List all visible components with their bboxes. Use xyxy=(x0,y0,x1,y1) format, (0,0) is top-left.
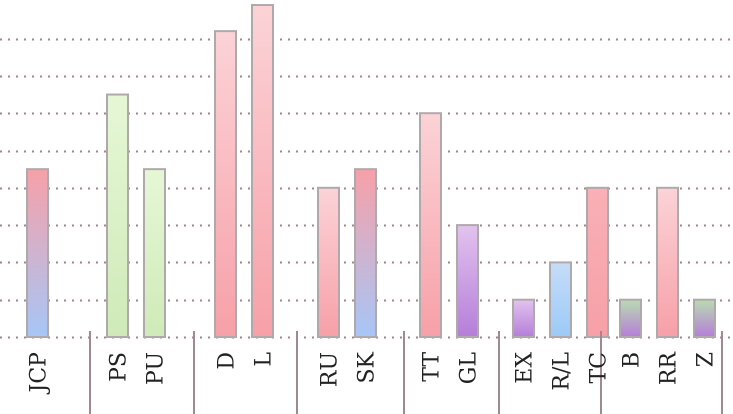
tick-label-b: B xyxy=(620,352,645,368)
tick-label-r-l: R/L xyxy=(550,352,575,391)
tick-label-z: Z xyxy=(694,352,719,367)
tick-label-pu: PU xyxy=(144,352,169,385)
bar-tt xyxy=(419,112,442,338)
tick-label-d: D xyxy=(215,352,240,370)
bar-gl xyxy=(456,224,479,339)
tick-label-ex: EX xyxy=(513,352,538,384)
bar-rr xyxy=(656,186,679,338)
bar-tc xyxy=(586,186,609,338)
tick-label-ps: PS xyxy=(107,352,132,382)
group-separators xyxy=(89,331,723,414)
bar-b xyxy=(619,298,642,339)
tick-label-tc: TC xyxy=(587,352,612,384)
tick-label-l: L xyxy=(252,352,277,367)
tick-label-sk: SK xyxy=(355,351,380,383)
tick-label-rr: RR xyxy=(657,351,682,386)
bar-l xyxy=(251,4,274,339)
bar-r-l xyxy=(549,261,572,338)
bar-d xyxy=(214,30,237,338)
bar-ru xyxy=(317,186,340,338)
bar-pu xyxy=(143,168,166,338)
tick-label-tt: TT xyxy=(420,352,445,382)
tick-label-jcp: JCP xyxy=(27,352,52,395)
tick-label-ru: RU xyxy=(318,352,343,387)
bars xyxy=(26,4,716,339)
bar-jcp xyxy=(26,168,49,338)
bar-ps xyxy=(106,93,129,338)
bar-sk xyxy=(354,168,377,338)
tick-label-gl: GL xyxy=(457,352,482,385)
bar-ex xyxy=(512,298,535,339)
bar-z xyxy=(693,298,716,339)
tick-labels: JCP PS PU D L RU SK TT GL EX R/L TC B RR Z xyxy=(27,351,719,395)
